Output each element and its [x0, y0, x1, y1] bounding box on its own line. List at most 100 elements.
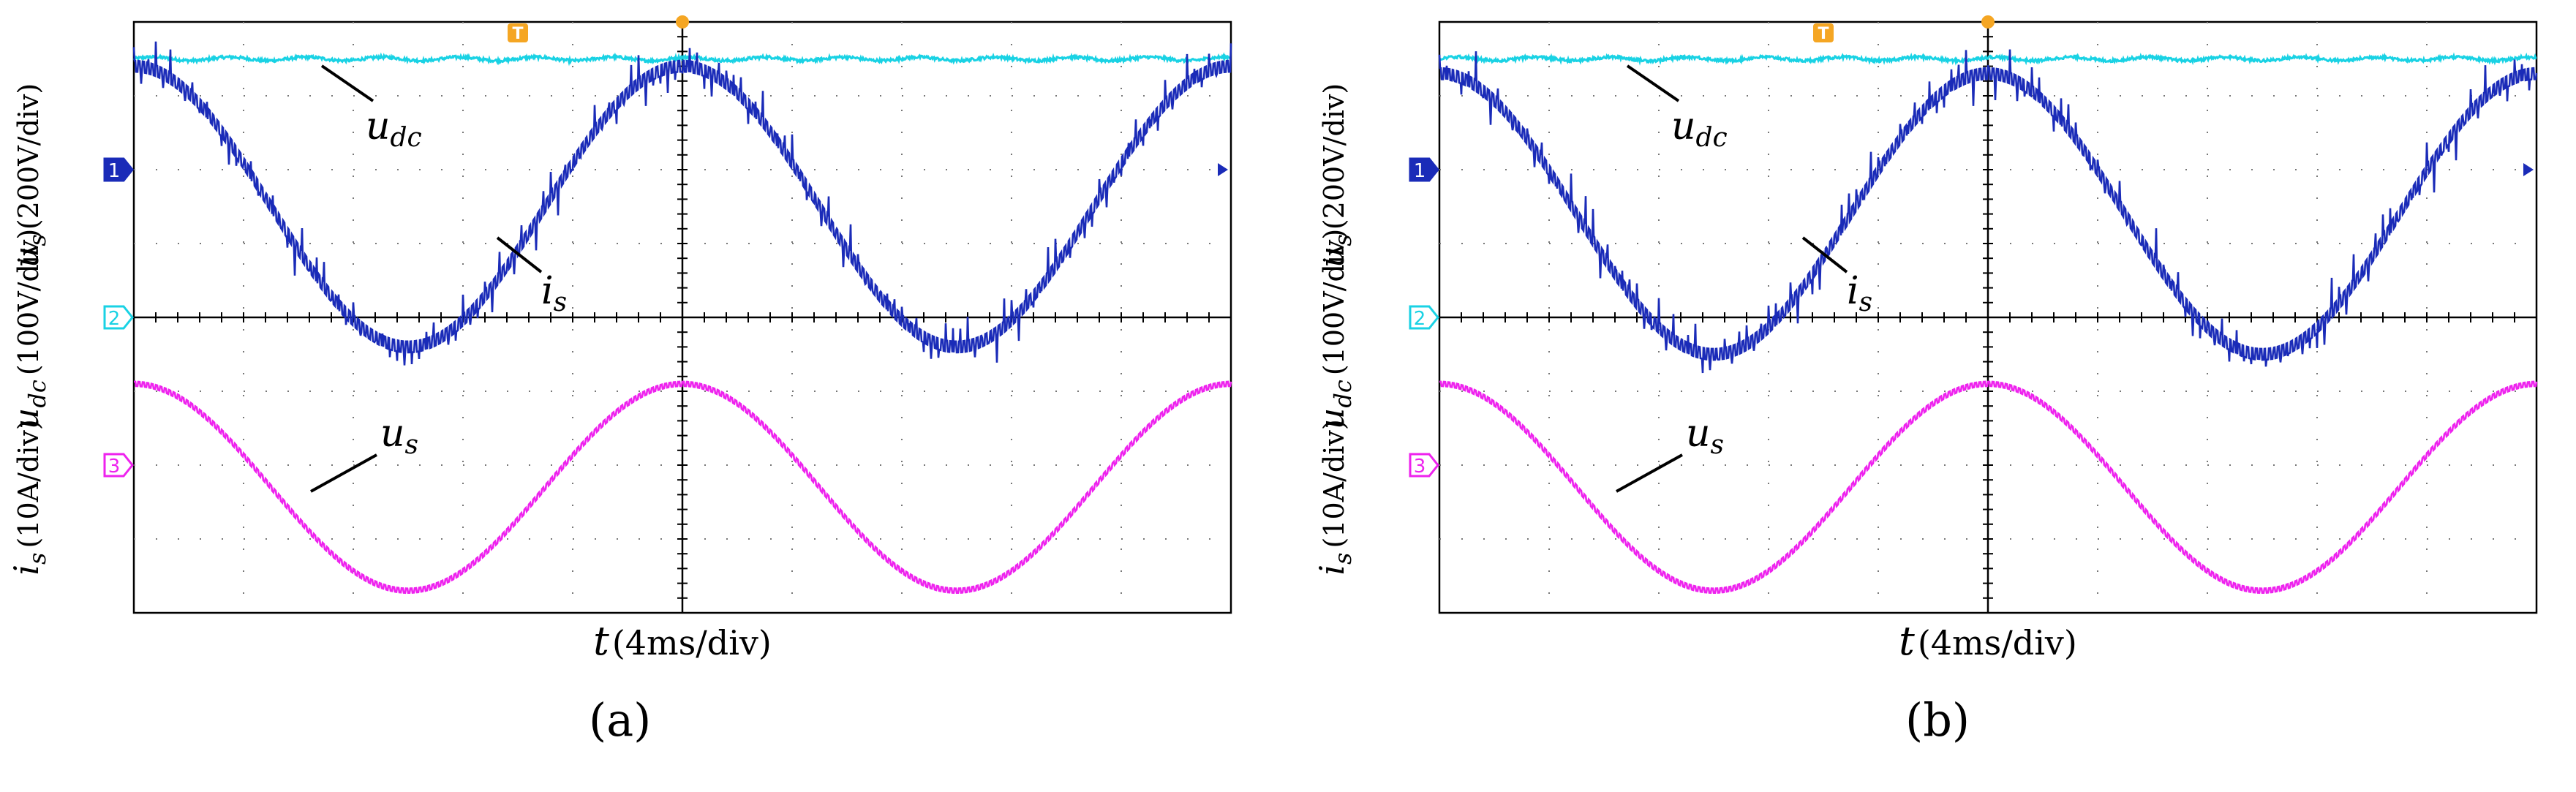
ylabel-ch3-var: i	[1312, 565, 1352, 576]
annotation-us-var: u	[1686, 412, 1711, 456]
ylabel-ch2-sub: dc	[1329, 380, 1357, 407]
annotation-us-b: us	[1686, 412, 1724, 460]
ch1-right-level-arrow	[1218, 163, 1228, 176]
channel-marker-label: 2	[108, 308, 121, 330]
annotation-us-sub: s	[405, 430, 418, 460]
ylabel-ch2-scale: (100V/div)	[12, 229, 45, 375]
trigger-position-pointer	[1981, 15, 1995, 29]
xlabel-var: t	[1899, 618, 1915, 664]
channel-marker-shape	[103, 157, 134, 182]
ylabel-ch3-sub: s	[1329, 553, 1357, 565]
trigger-marker: T	[1813, 23, 1834, 43]
channel-marker-label: 2	[1414, 308, 1426, 330]
scope-markers-a: 1 2 3 T	[103, 15, 1228, 478]
ylabel-ch1-sub: s	[1329, 234, 1357, 246]
annotation-udc-b: udc	[1671, 105, 1728, 153]
channel-marker-ch3: 3	[1409, 453, 1439, 478]
channel-marker-shape	[1409, 305, 1439, 330]
channel-marker-shape	[103, 305, 134, 330]
xlabel-unit: (4ms/div)	[1918, 623, 2077, 663]
channel-marker-ch3: 3	[103, 453, 134, 478]
ylabel-ch3-scale: (10A/div)	[12, 419, 45, 548]
annotation-us-a: us	[380, 412, 418, 460]
channel-marker-shape	[1409, 157, 1439, 182]
ylabel-ch1-var: u	[1312, 246, 1352, 268]
trace-i-s	[132, 41, 1232, 366]
channel-marker-shape	[103, 453, 134, 478]
ylabel-ch3-var: i	[7, 565, 46, 576]
channel-marker-label: 3	[1414, 456, 1426, 478]
trace-i-s	[1438, 49, 2538, 374]
trigger-marker-label: T	[1818, 25, 1829, 43]
channel-marker-label: 3	[108, 456, 121, 478]
annotation-udc-sub: dc	[1696, 123, 1728, 153]
ylabel-ch1-sub: s	[23, 234, 51, 246]
annotation-udc-var: u	[366, 105, 391, 148]
ylabel-ch2-var: u	[7, 408, 46, 430]
ylabel-ch3-scale: (10A/div)	[1318, 419, 1350, 548]
ylabel-ch1-scale: (200V/div)	[1318, 83, 1350, 230]
leader-udc-a	[320, 64, 374, 102]
scope-traces-a	[132, 41, 1232, 595]
annotation-udc-sub: dc	[391, 123, 422, 153]
channel-marker-ch1: 1	[103, 157, 134, 182]
channel-marker-label: 1	[108, 160, 121, 182]
ylabel-ch1-var: u	[7, 246, 46, 268]
annotation-is-a: is	[541, 269, 567, 317]
annotation-us-var: u	[380, 412, 405, 456]
subfigure-label-b: (b)	[1905, 693, 1970, 747]
trigger-marker: T	[508, 23, 528, 43]
annotation-udc-a: udc	[366, 105, 422, 153]
channel-marker-ch2: 2	[1409, 305, 1439, 330]
annotation-is-var: i	[541, 269, 554, 313]
annotation-is-var: i	[1847, 269, 1859, 313]
ylabel-ch2-var: u	[1312, 408, 1352, 430]
scope-grid-b	[1438, 20, 2538, 614]
ylabel-ch1-a: us (200V/div)	[7, 83, 51, 268]
xlabel-b: t(4ms/div)	[1899, 618, 2077, 664]
ylabel-ch2-sub: dc	[23, 380, 51, 407]
annotation-is-b: is	[1847, 269, 1872, 317]
xlabel-var: t	[593, 618, 609, 664]
leader-us-b	[1616, 453, 1683, 493]
ylabel-ch1-b: us (200V/div)	[1312, 83, 1357, 268]
ylabel-ch2-b: udc(100V/div)	[1312, 229, 1357, 429]
channel-marker-shape	[1409, 453, 1439, 478]
annotation-us-sub: s	[1711, 430, 1724, 460]
annotation-udc-var: u	[1671, 105, 1696, 148]
subfigure-label-a: (a)	[589, 693, 652, 747]
leader-us-a	[310, 453, 377, 493]
ylabel-ch3-sub: s	[23, 553, 51, 565]
annotation-is-sub: s	[1859, 287, 1872, 317]
ylabel-ch1-scale: (200V/div)	[12, 83, 45, 230]
trigger-marker-shape	[1813, 23, 1834, 42]
xlabel-a: t(4ms/div)	[593, 618, 772, 664]
annotation-is-sub: s	[554, 287, 567, 317]
scope-grid-a	[132, 20, 1232, 614]
channel-marker-label: 1	[1414, 160, 1426, 182]
ch1-right-level-arrow	[2523, 163, 2534, 176]
ylabel-ch3-b: is (10A/div)	[1312, 419, 1357, 575]
scope-markers-b: 1 2 3 T	[1409, 15, 2534, 478]
trace-u-dc	[1439, 52, 2537, 66]
scope-traces-b	[1438, 49, 2538, 595]
leader-is-b	[1801, 236, 1848, 274]
leader-is-a	[496, 236, 543, 274]
ylabel-ch3-a: is (10A/div)	[7, 419, 51, 575]
ylabel-ch2-scale: (100V/div)	[1318, 229, 1350, 375]
trace-u-dc	[132, 52, 1232, 67]
leader-udc-b	[1626, 64, 1680, 102]
trace-u-s	[134, 380, 1232, 595]
channel-marker-ch1: 1	[1409, 157, 1439, 182]
channel-marker-ch2: 2	[103, 305, 134, 330]
trigger-position-pointer	[676, 15, 689, 29]
xlabel-unit: (4ms/div)	[612, 623, 772, 663]
trace-u-s	[1439, 380, 2538, 595]
trigger-marker-label: T	[512, 25, 523, 43]
trigger-marker-shape	[508, 23, 528, 42]
ylabel-ch2-a: udc(100V/div)	[7, 229, 51, 429]
